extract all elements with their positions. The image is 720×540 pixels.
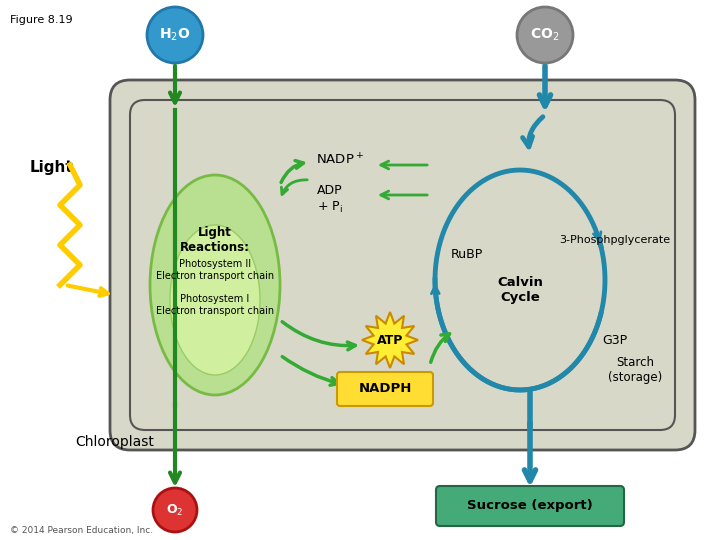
Text: Photosystem I
Electron transport chain: Photosystem I Electron transport chain [156,294,274,316]
Text: + $\mathregular{P_i}$: + $\mathregular{P_i}$ [317,199,343,214]
Text: NADPH: NADPH [359,382,412,395]
Text: © 2014 Pearson Education, Inc.: © 2014 Pearson Education, Inc. [10,526,153,535]
Text: Chloroplast: Chloroplast [75,435,154,449]
FancyBboxPatch shape [436,486,624,526]
Circle shape [517,7,573,63]
Ellipse shape [150,175,280,395]
Text: Figure 8.19: Figure 8.19 [10,15,73,25]
Text: Starch
(storage): Starch (storage) [608,356,662,384]
Text: NADP$^+$: NADP$^+$ [316,152,364,167]
Text: H$_2$O: H$_2$O [159,27,191,43]
Text: G3P: G3P [603,334,628,347]
Polygon shape [362,312,418,368]
Circle shape [147,7,203,63]
Text: Light: Light [30,160,73,175]
Text: CO$_2$: CO$_2$ [531,27,559,43]
Ellipse shape [170,225,260,375]
Text: ATP: ATP [377,334,403,347]
Text: Photosystem II
Electron transport chain: Photosystem II Electron transport chain [156,259,274,281]
FancyBboxPatch shape [130,100,675,430]
FancyBboxPatch shape [110,80,695,450]
FancyBboxPatch shape [337,372,433,406]
Text: Calvin
Cycle: Calvin Cycle [497,276,543,304]
Text: ADP: ADP [318,184,343,197]
Text: 3-Phosphpglycerate: 3-Phosphpglycerate [559,235,670,245]
Text: Light
Reactions:: Light Reactions: [180,226,250,254]
Text: Sucrose (export): Sucrose (export) [467,500,593,512]
Text: O$_2$: O$_2$ [166,502,184,517]
Text: RuBP: RuBP [451,248,483,261]
Circle shape [153,488,197,532]
